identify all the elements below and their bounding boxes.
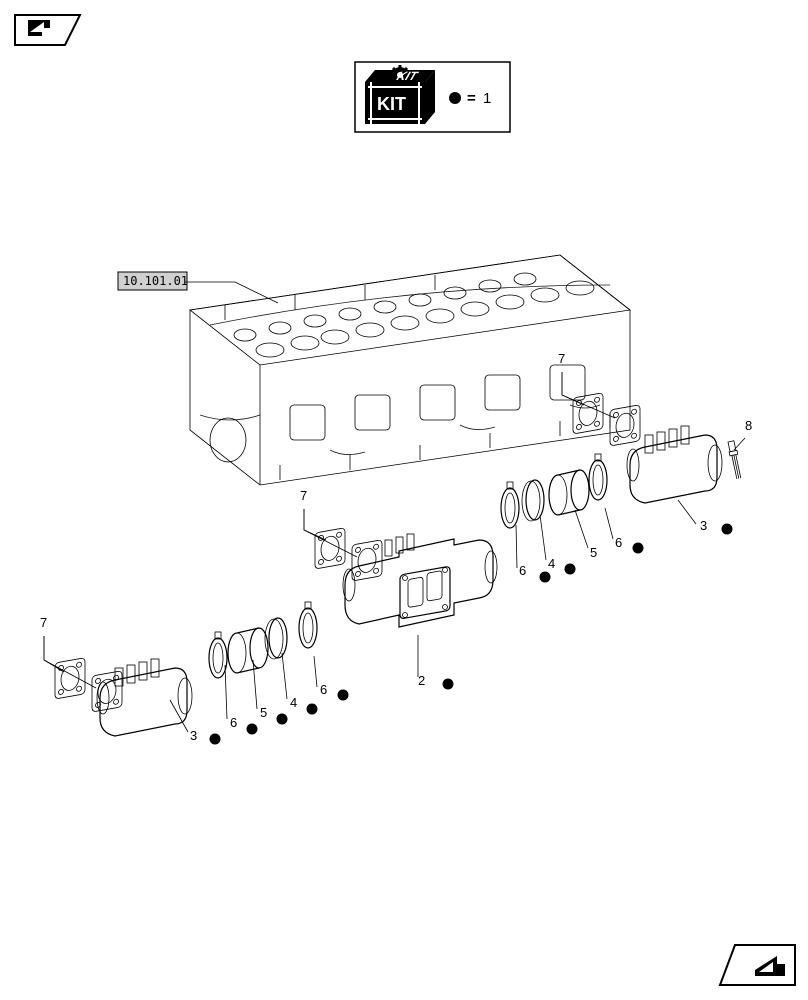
leader-line [44, 636, 96, 688]
kit-badge: KIT KIT = 1 [355, 62, 510, 132]
kit-dot [540, 572, 551, 583]
kit-label-front: KIT [377, 94, 406, 114]
leader-line [185, 282, 278, 303]
callout-number: 5 [590, 545, 597, 560]
part-2-centre-manifold [343, 534, 497, 627]
leader-line [314, 656, 317, 687]
callout-number: 7 [300, 488, 307, 503]
kit-dot [210, 734, 221, 745]
leader-line [605, 508, 613, 539]
leader-lines [44, 282, 745, 732]
callout-number: 3 [190, 728, 197, 743]
callout-number: 5 [260, 705, 267, 720]
callout-number: 7 [40, 615, 47, 630]
clamp-group-right [501, 454, 607, 528]
callout-number: 7 [558, 351, 565, 366]
callout-number: 4 [290, 695, 297, 710]
kit-dot [443, 679, 454, 690]
callout-number: 4 [548, 556, 555, 571]
leader-line [44, 636, 64, 672]
kit-dot [565, 564, 576, 575]
kit-equals: = [467, 90, 476, 107]
part-3-right [627, 426, 722, 503]
part-7-gasket-left [55, 658, 122, 712]
reference-label: 10.101.01 [123, 274, 188, 288]
callout-number: 8 [745, 418, 752, 433]
callout-number: 6 [615, 535, 622, 550]
leader-line [575, 510, 588, 548]
callout-number: 6 [519, 563, 526, 578]
part-8-bolt [727, 441, 743, 480]
kit-dot [338, 690, 349, 701]
leader-line [540, 515, 546, 560]
leader-line [304, 509, 357, 557]
kit-dot [307, 704, 318, 715]
corner-badge-bottom-right [720, 945, 795, 985]
part-3-left [97, 659, 192, 736]
kit-dot [722, 524, 733, 535]
callout-number: 6 [320, 682, 327, 697]
callout-number: 6 [230, 715, 237, 730]
kit-dot [277, 714, 288, 725]
kit-dots [210, 524, 733, 745]
leader-line [225, 665, 227, 719]
leader-line [282, 653, 287, 699]
leader-line [734, 438, 745, 450]
kit-dot [633, 543, 644, 554]
leader-line [678, 500, 696, 524]
cylinder-head [190, 255, 630, 485]
callout-number: 2 [418, 673, 425, 688]
kit-equals-value: 1 [483, 90, 491, 107]
parts-diagram: KIT KIT = 1 [0, 0, 808, 1000]
leader-line [516, 525, 517, 568]
kit-dot [247, 724, 258, 735]
callout-number: 3 [700, 518, 707, 533]
reference-box: 10.101.01 [118, 272, 188, 290]
corner-badge-top-left [15, 15, 80, 45]
